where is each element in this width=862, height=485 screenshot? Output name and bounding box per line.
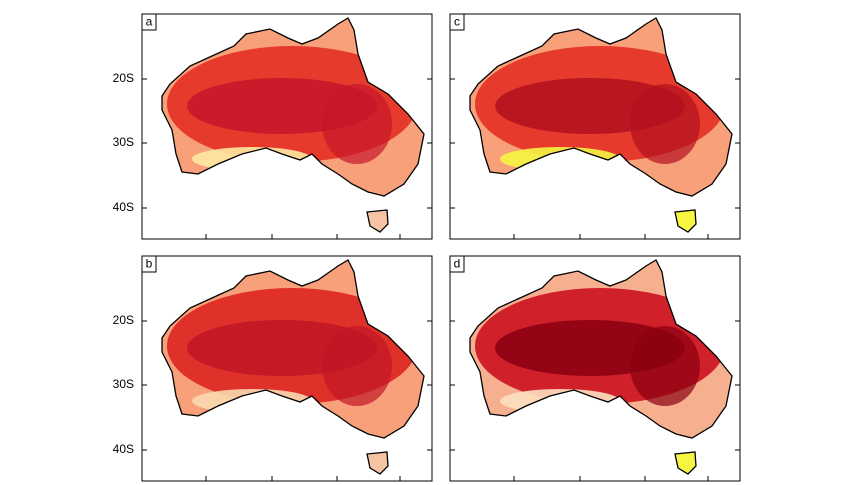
tasmania bbox=[366, 451, 389, 475]
heat-core bbox=[630, 326, 700, 406]
coastline bbox=[469, 17, 733, 197]
y-tick-label: 30S bbox=[113, 135, 134, 149]
panel-label-box bbox=[449, 13, 465, 31]
panel-label: a bbox=[146, 15, 153, 29]
heat-field bbox=[470, 18, 732, 196]
map-panel: d bbox=[449, 255, 741, 482]
panel-frame bbox=[141, 13, 433, 240]
panel-label-box bbox=[141, 13, 157, 31]
heat-field bbox=[470, 260, 732, 438]
coastline bbox=[469, 259, 733, 439]
panel-frame bbox=[141, 255, 433, 482]
panel-label: d bbox=[454, 257, 461, 271]
map-panel: c bbox=[449, 13, 741, 240]
map-panel: a 20S 30S 40S bbox=[113, 13, 433, 240]
coastline bbox=[161, 17, 425, 197]
y-tick-label: 20S bbox=[113, 71, 134, 85]
map-panel: b 20S 30S 40S bbox=[113, 255, 433, 482]
heat-core bbox=[322, 84, 392, 164]
heat-field bbox=[162, 18, 424, 196]
y-tick-label: 40S bbox=[113, 442, 134, 456]
y-tick-label: 30S bbox=[113, 377, 134, 391]
coastline bbox=[161, 259, 425, 439]
panel-label-box bbox=[141, 255, 157, 273]
heat-field bbox=[162, 260, 424, 438]
tasmania bbox=[674, 209, 697, 233]
panel-label: c bbox=[454, 15, 460, 29]
tasmania bbox=[366, 209, 389, 233]
y-tick-label: 40S bbox=[113, 200, 134, 214]
heat-core bbox=[630, 84, 700, 164]
panel-frame bbox=[449, 13, 741, 240]
panel-label: b bbox=[146, 257, 153, 271]
panel-frame bbox=[449, 255, 741, 482]
panel-label-box bbox=[449, 255, 465, 273]
heat-core bbox=[322, 326, 392, 406]
tasmania bbox=[674, 451, 697, 475]
y-tick-label: 20S bbox=[113, 313, 134, 327]
